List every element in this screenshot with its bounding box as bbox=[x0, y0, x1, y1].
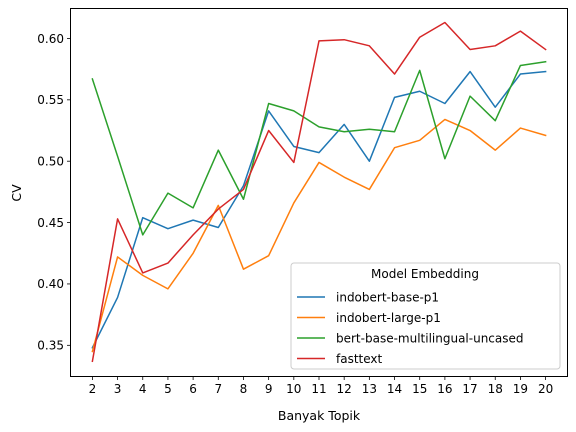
x-axis-ticks: 2 3 4 5 6 7 8 9 10 11 12 13 14 15 16 17 18 19 20 bbox=[89, 376, 553, 396]
legend-label: indobert-large-p1 bbox=[336, 311, 441, 325]
plot-frame bbox=[70, 8, 568, 377]
x-axis-label: Banyak Topik bbox=[278, 408, 361, 423]
legend-label: fasttext bbox=[336, 352, 383, 366]
legend-label: indobert-base-p1 bbox=[336, 290, 439, 304]
x-tick-label: 7 bbox=[214, 382, 222, 396]
y-tick-label: 0.60 bbox=[37, 32, 64, 46]
x-tick-label: 11 bbox=[311, 382, 326, 396]
legend-title: Model Embedding bbox=[371, 267, 479, 281]
x-tick-label: 20 bbox=[538, 382, 553, 396]
series-line-fasttext bbox=[91, 21, 547, 363]
x-tick-label: 17 bbox=[462, 382, 477, 396]
y-axis-label: CV bbox=[9, 184, 24, 202]
x-tick-label: 19 bbox=[513, 382, 528, 396]
y-tick-label: 0.45 bbox=[37, 216, 64, 230]
y-axis-ticks: 0.35 0.40 0.45 0.50 0.55 0.60 bbox=[37, 32, 71, 353]
x-tick-label: 5 bbox=[164, 382, 172, 396]
x-tick-label: 14 bbox=[387, 382, 402, 396]
x-tick-label: 6 bbox=[189, 382, 197, 396]
x-tick-label: 12 bbox=[337, 382, 352, 396]
x-tick-label: 18 bbox=[488, 382, 503, 396]
x-tick-label: 15 bbox=[412, 382, 427, 396]
series-lines bbox=[91, 21, 547, 363]
legend-label: bert-base-multilingual-uncased bbox=[336, 331, 524, 345]
x-tick-label: 4 bbox=[139, 382, 147, 396]
x-tick-label: 16 bbox=[437, 382, 452, 396]
series-line-indobert-large-p1 bbox=[91, 118, 547, 353]
x-tick-label: 13 bbox=[362, 382, 377, 396]
x-tick-label: 8 bbox=[240, 382, 248, 396]
x-tick-label: 9 bbox=[265, 382, 273, 396]
y-tick-label: 0.40 bbox=[37, 277, 64, 291]
y-tick-label: 0.35 bbox=[37, 339, 64, 353]
y-tick-label: 0.55 bbox=[37, 93, 64, 107]
x-tick-label: 3 bbox=[114, 382, 122, 396]
series-line-bert-base-multilingual-uncased bbox=[91, 60, 547, 236]
y-tick-label: 0.50 bbox=[37, 155, 64, 169]
series-line-indobert-base-p1 bbox=[91, 70, 547, 349]
legend-items: indobert-base-p1 indobert-large-p1 bert-ba… bbox=[297, 290, 524, 366]
x-tick-label: 10 bbox=[286, 382, 301, 396]
legend: Model Embedding indobert-base-p1indobert… bbox=[290, 262, 561, 370]
legend-box bbox=[290, 262, 561, 370]
x-tick-label: 2 bbox=[89, 382, 97, 396]
